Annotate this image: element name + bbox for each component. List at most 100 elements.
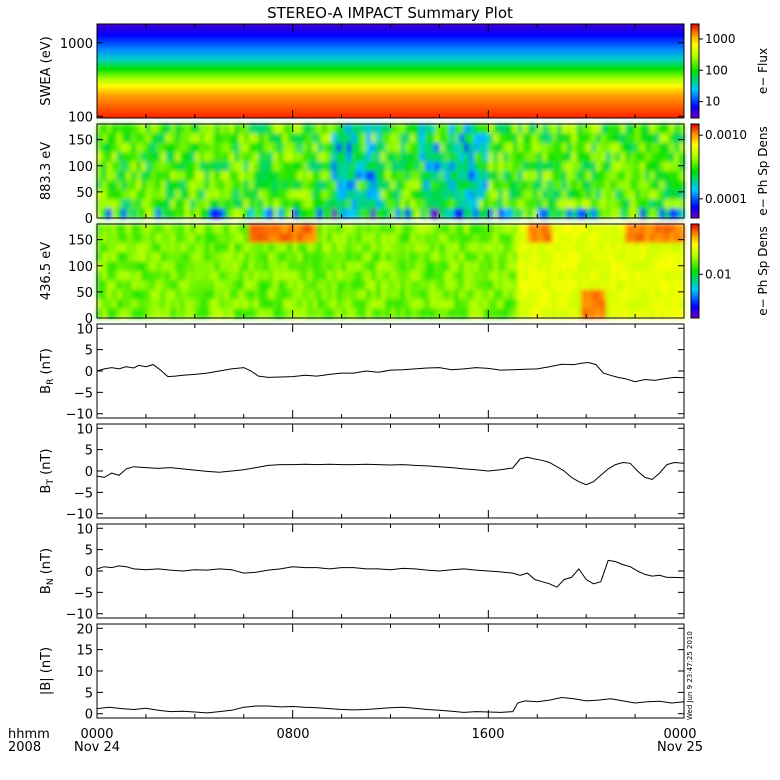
spectrogram-cell xyxy=(556,189,563,200)
spectrogram-cell xyxy=(199,252,206,263)
spectrogram-cell xyxy=(493,133,499,144)
spectrogram-cell xyxy=(610,308,617,319)
spectrogram-cell xyxy=(503,224,509,234)
spectrogram-cell xyxy=(111,180,118,191)
spectrogram-cell xyxy=(473,224,480,234)
spectrogram-cell xyxy=(561,133,568,144)
spectrogram-cell xyxy=(463,224,470,234)
spectrogram-cell xyxy=(268,224,274,234)
spectrogram-cell xyxy=(581,199,587,210)
spectrogram-cell xyxy=(219,271,225,281)
spectrogram-cell xyxy=(336,180,343,191)
spectrogram-cell xyxy=(454,171,460,181)
y-tick-label: 100 xyxy=(68,110,93,125)
spectrogram-cell xyxy=(194,161,201,172)
spectrogram-cell xyxy=(317,142,323,153)
spectrogram-cell xyxy=(571,224,577,234)
spectrogram-cell xyxy=(400,180,406,191)
spectrogram-cell xyxy=(336,133,343,144)
spectrogram-cell xyxy=(248,271,255,281)
spectrogram-cell xyxy=(654,308,661,319)
spectrogram-cell xyxy=(507,171,514,181)
spectrogram-cell xyxy=(273,161,279,172)
spectrogram-cell xyxy=(292,208,299,219)
spectrogram-cell xyxy=(116,242,123,253)
spectrogram-cell xyxy=(199,224,206,234)
spectrogram-cell xyxy=(101,252,108,263)
spectrogram-cell xyxy=(185,171,191,181)
spectrogram-cell xyxy=(395,161,401,172)
spectrogram-cell xyxy=(356,133,362,144)
spectrogram-cell xyxy=(512,171,519,181)
spectrogram-cell xyxy=(145,208,152,219)
spectrogram-cell xyxy=(175,189,181,200)
spectrogram-cell xyxy=(517,133,524,144)
spectrogram-cell xyxy=(561,233,568,244)
spectrogram-cell xyxy=(155,189,162,200)
spectrogram-cell xyxy=(155,242,162,253)
spectrogram-cell xyxy=(503,161,509,172)
spectrogram-cell xyxy=(591,161,597,172)
spectrogram-cell xyxy=(551,299,558,310)
spectrogram-cell xyxy=(346,224,352,234)
y-tick-label: 0 xyxy=(85,708,93,723)
spectrogram-cell xyxy=(566,271,573,281)
colorbar-label: e− Ph Sp Dens xyxy=(756,126,770,215)
spectrogram-cell xyxy=(145,308,152,319)
spectrogram-cell xyxy=(170,189,176,200)
spectrogram-cell xyxy=(121,271,127,281)
spectrogram-cell xyxy=(326,124,333,134)
spectrogram-cell xyxy=(493,289,499,300)
spectrogram-cell xyxy=(527,233,533,244)
spectrogram-cell xyxy=(253,152,260,163)
spectrogram-cell xyxy=(366,299,372,310)
spectrogram-cell xyxy=(419,261,426,272)
spectrogram-cell xyxy=(185,208,191,219)
spectrogram-cell xyxy=(126,171,132,181)
spectrogram-cell xyxy=(463,299,470,310)
spectrogram-cell xyxy=(644,224,651,234)
spectrogram-cell xyxy=(600,224,607,234)
spectrogram-cell xyxy=(361,289,367,300)
spectrogram-cell xyxy=(263,308,269,319)
spectrogram-cell xyxy=(126,180,132,191)
spectrogram-cell xyxy=(317,289,323,300)
spectrogram-cell xyxy=(571,233,577,244)
spectrogram-cell xyxy=(405,189,411,200)
spectrogram-cell xyxy=(273,142,279,153)
spectrogram-cell xyxy=(542,271,548,281)
spectrogram-cell xyxy=(654,161,661,172)
spectrogram-cell xyxy=(527,189,533,200)
spectrogram-cell xyxy=(248,289,255,300)
spectrogram-cell xyxy=(542,161,548,172)
spectrogram-cell xyxy=(419,152,426,163)
spectrogram-cell xyxy=(615,152,622,163)
spectrogram-cell xyxy=(410,189,416,200)
spectrogram-cell xyxy=(586,142,592,153)
spectrogram-cell xyxy=(468,180,475,191)
spectrogram-cell xyxy=(449,161,455,172)
spectrogram-cell xyxy=(635,233,641,244)
spectrogram-cell xyxy=(380,242,387,253)
spectrogram-cell xyxy=(322,289,328,300)
spectrogram-cell xyxy=(449,180,455,191)
spectrogram-cell xyxy=(576,171,582,181)
spectrogram-cell xyxy=(429,233,436,244)
spectrogram-cell xyxy=(551,152,558,163)
spectrogram-cell xyxy=(258,133,264,144)
spectrogram-cell xyxy=(659,142,666,153)
spectrogram-cell xyxy=(503,261,509,272)
spectrogram-cell xyxy=(625,308,631,319)
spectrogram-cell xyxy=(361,124,367,134)
spectrogram-cell xyxy=(356,124,362,134)
spectrogram-cell xyxy=(547,133,553,144)
spectrogram-cell xyxy=(605,308,612,319)
spectrogram-cell xyxy=(111,208,118,219)
spectrogram-cell xyxy=(204,224,211,234)
spectrogram-cell xyxy=(635,261,641,272)
spectrogram-cell xyxy=(454,299,460,310)
spectrogram-cell xyxy=(473,242,480,253)
spectrogram-cell xyxy=(493,124,499,134)
spectrogram-cell xyxy=(635,189,641,200)
